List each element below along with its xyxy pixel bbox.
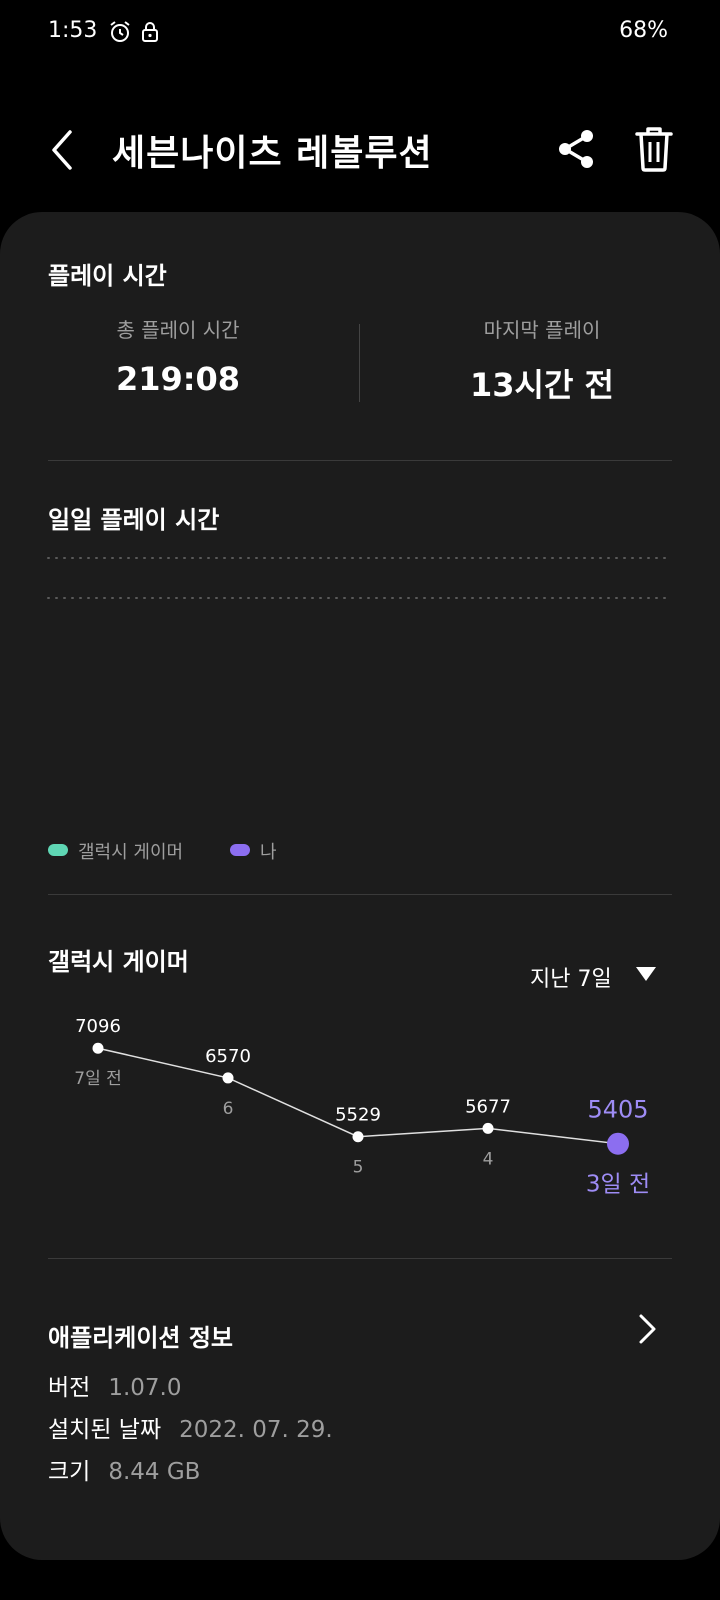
app-info-heading: 애플리케이션 정보 bbox=[48, 1324, 233, 1352]
data-point bbox=[607, 1132, 629, 1155]
last-play-label: 마지막 플레이 bbox=[483, 318, 601, 342]
size-key: 크기 bbox=[48, 1459, 91, 1485]
daily-play-time-chart: 0:00267:14278:48286:52297:13301:3710/10:… bbox=[47, 557, 673, 599]
legend-label-galaxy: 갤럭시 게이머 bbox=[78, 842, 184, 863]
version-value: 1.07.0 bbox=[108, 1375, 182, 1401]
data-label: 6570 bbox=[205, 1046, 251, 1067]
data-label: 5677 bbox=[465, 1096, 511, 1117]
data-point bbox=[222, 1072, 234, 1084]
x-tick-label: 3일 전 bbox=[586, 1172, 650, 1198]
chevron-right-icon bbox=[639, 1314, 656, 1344]
stat-separator bbox=[359, 324, 360, 402]
delete-button[interactable] bbox=[628, 122, 680, 178]
size-row: 크기 8.44 GB bbox=[48, 1452, 200, 1486]
trash-icon bbox=[635, 127, 673, 172]
x-tick-label: 7일 전 bbox=[74, 1069, 122, 1089]
total-play-time-label: 총 플레이 시간 bbox=[116, 318, 240, 342]
share-icon bbox=[559, 130, 593, 168]
total-play-time-value: 219:08 bbox=[115, 360, 241, 398]
x-tick-label: 4 bbox=[483, 1149, 494, 1169]
data-point bbox=[352, 1131, 364, 1143]
size-value: 8.44 GB bbox=[108, 1459, 201, 1485]
battery-level: 68% bbox=[619, 18, 668, 43]
back-button[interactable] bbox=[40, 122, 90, 178]
galaxy-gamer-heading: 갤럭시 게이머 bbox=[48, 948, 189, 976]
installed-date-key: 설치된 날짜 bbox=[48, 1417, 162, 1443]
legend-swatch-me bbox=[230, 844, 250, 856]
daily-play-time-heading: 일일 플레이 시간 bbox=[48, 506, 220, 534]
divider bbox=[48, 460, 672, 461]
data-label: 7096 bbox=[75, 1016, 121, 1037]
data-label: 5529 bbox=[335, 1105, 381, 1126]
status-time: 1:53 bbox=[48, 18, 98, 43]
period-dropdown-label: 지난 7일 bbox=[530, 967, 612, 992]
back-arrow-icon bbox=[52, 130, 72, 170]
status-bar: 1:53 68% bbox=[0, 0, 720, 66]
alarm-icon bbox=[110, 21, 130, 42]
app-bar: 세븐나이츠 레볼루션 bbox=[0, 100, 720, 200]
play-time-heading: 플레이 시간 bbox=[48, 262, 167, 290]
version-row: 버전 1.07.0 bbox=[48, 1368, 181, 1402]
version-key: 버전 bbox=[48, 1375, 91, 1401]
galaxy-gamer-chart: 7096 7일 전 6570 6 5529 5 5677 4 5405 3일 전 bbox=[74, 1016, 650, 1198]
divider bbox=[48, 894, 672, 895]
legend-swatch-galaxy bbox=[48, 844, 68, 856]
last-play-value: 13시간 전 bbox=[470, 366, 614, 404]
gamer-line bbox=[97, 1047, 619, 1145]
divider bbox=[48, 1258, 672, 1259]
share-button[interactable] bbox=[552, 122, 604, 178]
x-tick-label: 6 bbox=[223, 1099, 234, 1119]
dropdown-triangle-icon bbox=[636, 967, 656, 981]
lock-icon bbox=[142, 22, 158, 42]
legend-label-me: 나 bbox=[260, 842, 277, 863]
installed-date-value: 2022. 07. 29. bbox=[179, 1417, 333, 1443]
data-point bbox=[92, 1042, 104, 1054]
installed-date-row: 설치된 날짜 2022. 07. 29. bbox=[48, 1410, 333, 1444]
x-tick-label: 5 bbox=[353, 1158, 364, 1178]
data-label: 5405 bbox=[587, 1096, 648, 1124]
data-point bbox=[482, 1122, 494, 1134]
page-title: 세븐나이츠 레볼루션 bbox=[112, 133, 433, 174]
details-card: 플레이 시간 총 플레이 시간 219:08 마지막 플레이 13시간 전 일일… bbox=[0, 212, 720, 1560]
app-info-row[interactable]: 애플리케이션 정보 bbox=[0, 1294, 720, 1364]
